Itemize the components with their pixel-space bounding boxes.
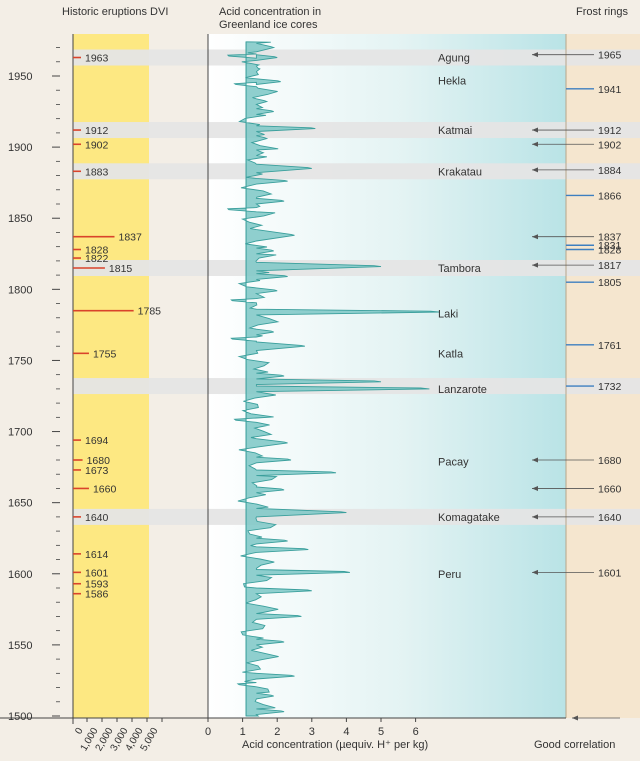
- year-tick-label: 1850: [8, 213, 32, 225]
- year-tick-label: 1950: [8, 71, 32, 83]
- eruption-year-label: 1963: [85, 53, 109, 65]
- eruption-year-label: 1680: [87, 455, 111, 467]
- acid-panel-title-line1: Acid concentration in: [219, 6, 322, 18]
- frost-arrow-head: [532, 127, 538, 133]
- correlation-band: [73, 508, 640, 525]
- volcano-label: Peru: [438, 569, 461, 581]
- correlation-band: [73, 122, 640, 139]
- eruption-year-label: 1614: [85, 549, 109, 561]
- eruption-year-label: 1755: [93, 348, 117, 360]
- eruption-year-label: 1694: [85, 435, 109, 447]
- eruption-year-label: 1660: [93, 483, 117, 495]
- frost-arrow-head: [532, 167, 538, 173]
- volcano-label: Komagatake: [438, 512, 500, 524]
- year-tick-label: 1800: [8, 284, 32, 296]
- frost-year-label: 1817: [598, 260, 622, 272]
- acid-axis-label: Acid concentration (µequiv. H⁺ per kg): [242, 739, 428, 751]
- frost-arrow-head: [532, 569, 538, 575]
- acid-tick-label: 5: [378, 726, 384, 738]
- frost-year-label: 1884: [598, 165, 622, 177]
- frost-year-label: 1761: [598, 340, 622, 352]
- eruption-year-label: 1785: [138, 306, 162, 318]
- year-tick-label: 1700: [8, 427, 32, 439]
- eruption-year-label: 1912: [85, 125, 109, 137]
- volcano-label: Laki: [438, 309, 458, 321]
- frost-year-label: 1601: [598, 567, 622, 579]
- eruption-year-label: 1822: [85, 253, 109, 265]
- acid-tick-label: 2: [274, 726, 280, 738]
- frost-year-label: 1866: [598, 190, 622, 202]
- eruption-year-label: 1593: [85, 579, 109, 591]
- frost-year-label: 1805: [598, 277, 622, 289]
- frost-year-label: 1680: [598, 455, 622, 467]
- volcano-label: Agung: [438, 53, 470, 65]
- year-tick-label: 1600: [8, 569, 32, 581]
- volcano-label: Katla: [438, 348, 464, 360]
- eruption-year-label: 1586: [85, 589, 109, 601]
- dvi-tick-label: 0: [73, 726, 86, 737]
- acid-series-area: [226, 41, 440, 717]
- frost-year-label: 1640: [598, 512, 622, 524]
- frost-arrow-head: [532, 457, 538, 463]
- volcano-label: Tambora: [438, 263, 482, 275]
- frost-year-label: 1660: [598, 483, 622, 495]
- frost-arrow-head: [532, 514, 538, 520]
- volcano-label: Krakatau: [438, 166, 482, 178]
- frost-arrow-head: [532, 141, 538, 147]
- frost-rings-title: Frost rings: [576, 6, 628, 18]
- year-tick-label: 1900: [8, 142, 32, 154]
- frost-year-label: 1902: [598, 139, 622, 151]
- frost-arrow-head: [532, 485, 538, 491]
- dvi-panel-title: Historic eruptions DVI: [62, 6, 169, 18]
- frost-year-label: 1828: [598, 245, 622, 257]
- frost-year-label: 1965: [598, 50, 622, 62]
- eruption-year-label: 1640: [85, 512, 109, 524]
- acid-tick-label: 6: [413, 726, 419, 738]
- frost-legend-arrowhead: [572, 715, 578, 721]
- eruption-year-label: 1673: [85, 465, 109, 477]
- correlation-band: [73, 260, 640, 276]
- volcano-label: Pacay: [438, 456, 469, 468]
- frost-arrow-head: [532, 52, 538, 58]
- year-tick-label: 1550: [8, 640, 32, 652]
- acid-tick-label: 1: [240, 726, 246, 738]
- frost-panel-bg: [566, 34, 640, 718]
- year-tick-label: 1650: [8, 498, 32, 510]
- frost-year-label: 1912: [598, 125, 622, 137]
- eruption-year-label: 1601: [85, 567, 109, 579]
- frost-year-label: 1941: [598, 84, 622, 96]
- volcano-label: Katmai: [438, 125, 472, 137]
- eruption-year-label: 1815: [109, 263, 133, 275]
- frost-year-label: 1831: [598, 240, 622, 252]
- eruption-year-label: 1837: [118, 232, 142, 244]
- year-tick-label: 1750: [8, 355, 32, 367]
- frost-arrow-head: [532, 262, 538, 268]
- dvi-panel-bg: [73, 34, 149, 718]
- acid-tick-label: 3: [309, 726, 315, 738]
- volcano-label: Lanzarote: [438, 384, 487, 396]
- year-tick-label: 1500: [8, 711, 32, 723]
- acid-tick-label: 0: [205, 726, 211, 738]
- frost-year-label: 1837: [598, 232, 622, 244]
- frost-year-label: 1732: [598, 381, 622, 393]
- acid-panel-title-line2: Greenland ice cores: [219, 19, 318, 31]
- volcano-label: Hekla: [438, 75, 467, 87]
- correlation-band: [73, 49, 640, 66]
- correlation-band: [73, 378, 640, 395]
- eruption-year-label: 1883: [85, 166, 109, 178]
- correlation-band: [73, 163, 640, 180]
- acid-tick-label: 4: [343, 726, 349, 738]
- eruption-year-label: 1902: [85, 139, 109, 151]
- frost-arrow-head: [532, 234, 538, 240]
- frost-legend-label: Good correlation: [534, 739, 615, 751]
- eruption-year-label: 1828: [85, 245, 109, 257]
